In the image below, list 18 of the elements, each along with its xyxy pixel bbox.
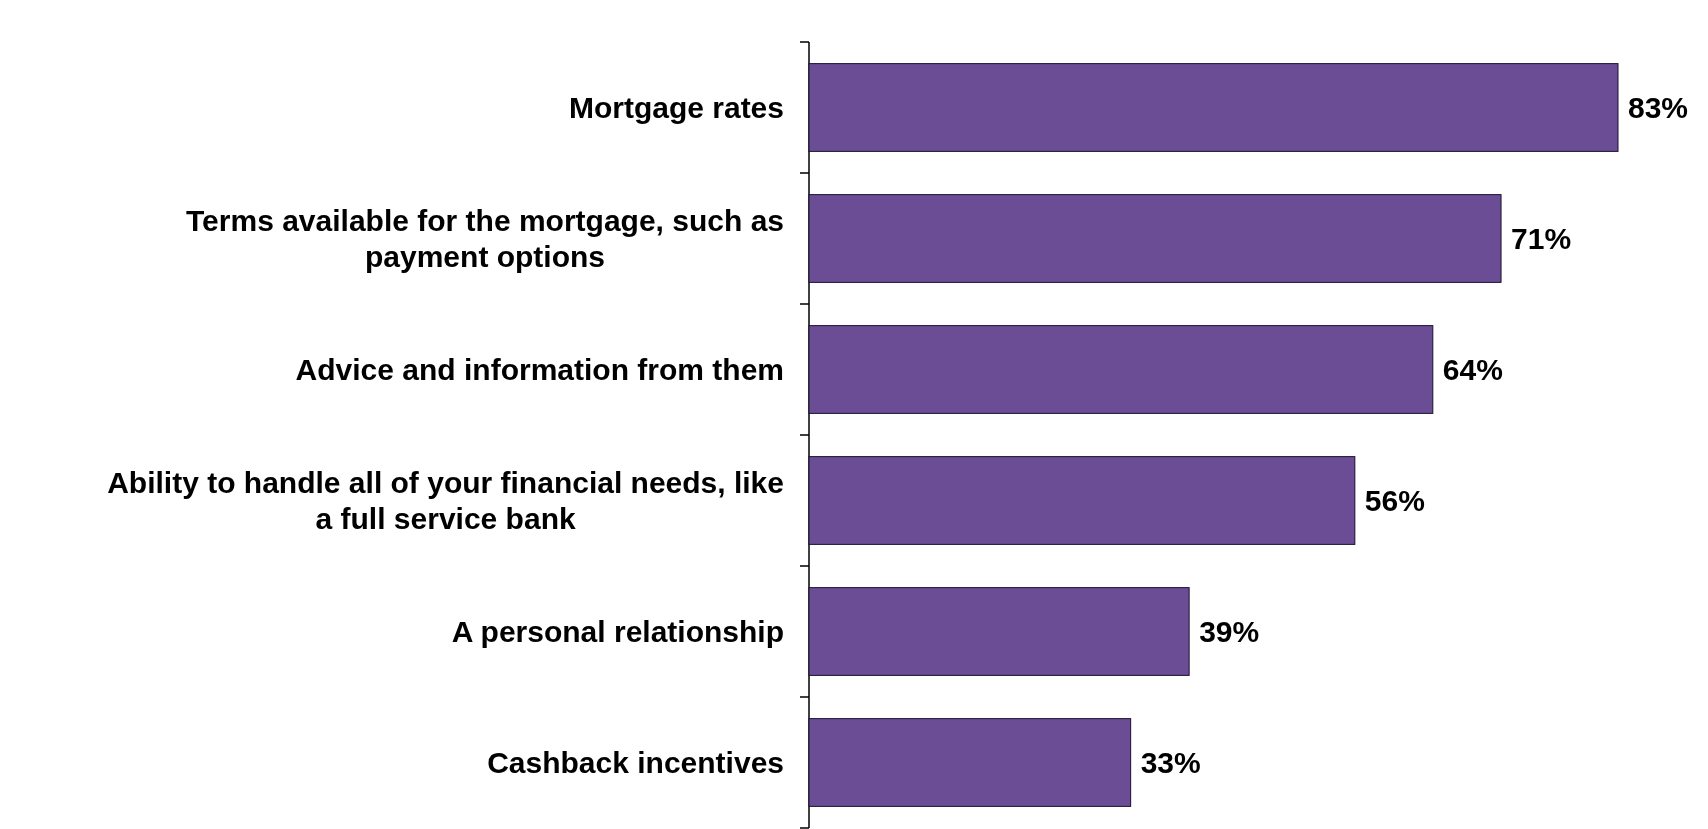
data-label: 83% xyxy=(1628,91,1689,124)
data-label: 33% xyxy=(1140,746,1201,779)
y-tick-label: Ability to handle all of your financial needs, like a full service bank xyxy=(107,466,784,535)
bar xyxy=(808,194,1502,283)
bar xyxy=(808,587,1190,676)
data-label: 71% xyxy=(1511,222,1572,255)
bar xyxy=(808,63,1619,152)
bar xyxy=(808,325,1434,414)
data-label: 39% xyxy=(1199,615,1260,648)
y-tick-label: A personal relationship xyxy=(451,615,784,648)
y-tick-label: Advice and information from them xyxy=(295,353,784,386)
data-label: 56% xyxy=(1364,484,1425,517)
data-label: 64% xyxy=(1442,353,1503,386)
y-tick-label: Terms available for the mortgage, such as payment options xyxy=(186,204,784,273)
bar xyxy=(808,718,1132,807)
y-tick-label: Cashback incentives xyxy=(487,746,784,779)
y-tick-label: Mortgage rates xyxy=(568,91,784,124)
bar xyxy=(808,456,1356,545)
